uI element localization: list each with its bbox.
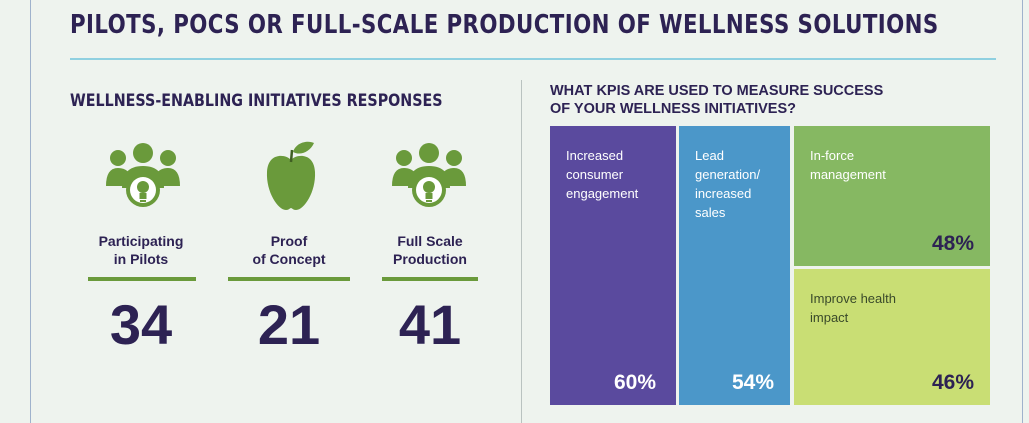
stat-value: 21 [257,293,321,356]
initiatives-heading: WELLNESS-ENABLING INITIATIVES RESPONSES [70,91,443,111]
kpi-heading-line2: OF YOUR WELLNESS INITIATIVES? [550,101,796,117]
stat-label-line2: of Concept [252,251,326,267]
stat-label-line2: in Pilots [113,251,169,267]
stat-underline [88,277,196,281]
kpi-tile-value: 46% [931,371,974,394]
kpi-tile-value: 48% [931,232,974,255]
stat-value: 41 [398,293,462,356]
kpi-tile-in-force-management: In-force management 48% [794,126,990,266]
kpi-tile-label: Increased consumer engagement [566,148,639,201]
group-lightbulb-icon [106,143,180,207]
title-divider [70,58,996,60]
stat-underline [228,277,350,281]
section-divider [521,80,522,423]
stat-value: 34 [109,293,173,356]
frame-border-left [30,0,31,423]
stat-label-line1: Full Scale [397,233,463,249]
stat-underline [382,277,478,281]
kpi-heading-line1: WHAT KPIS ARE USED TO MEASURE SUCCESS [550,83,884,99]
kpi-tile-value: 60% [613,371,656,394]
stat-label-line1: Participating [98,233,184,249]
kpi-tile-value: 54% [731,371,774,394]
frame-border-right [1022,0,1023,423]
kpi-tile-lead-generation: Lead generation/ increased sales 54% [679,126,790,405]
kpi-tile-health-impact: Improve health impact 46% [794,269,990,405]
group-lightbulb-icon [392,143,466,207]
page-title: PILOTS, POCS OR FULL-SCALE PRODUCTION OF… [70,10,939,40]
kpi-tile-label: In-force management [810,148,886,182]
kpi-tile-consumer-engagement: Increased consumer engagement 60% [550,126,676,405]
apple-icon [266,141,316,210]
kpi-tile-label: Improve health impact [810,291,896,325]
kpi-tile-label: Lead generation/ increased sales [695,148,761,220]
stat-label-line1: Proof [270,233,308,249]
kpi-heading: WHAT KPIS ARE USED TO MEASURE SUCCESS OF… [550,82,883,118]
stat-label-line2: Production [393,251,467,267]
